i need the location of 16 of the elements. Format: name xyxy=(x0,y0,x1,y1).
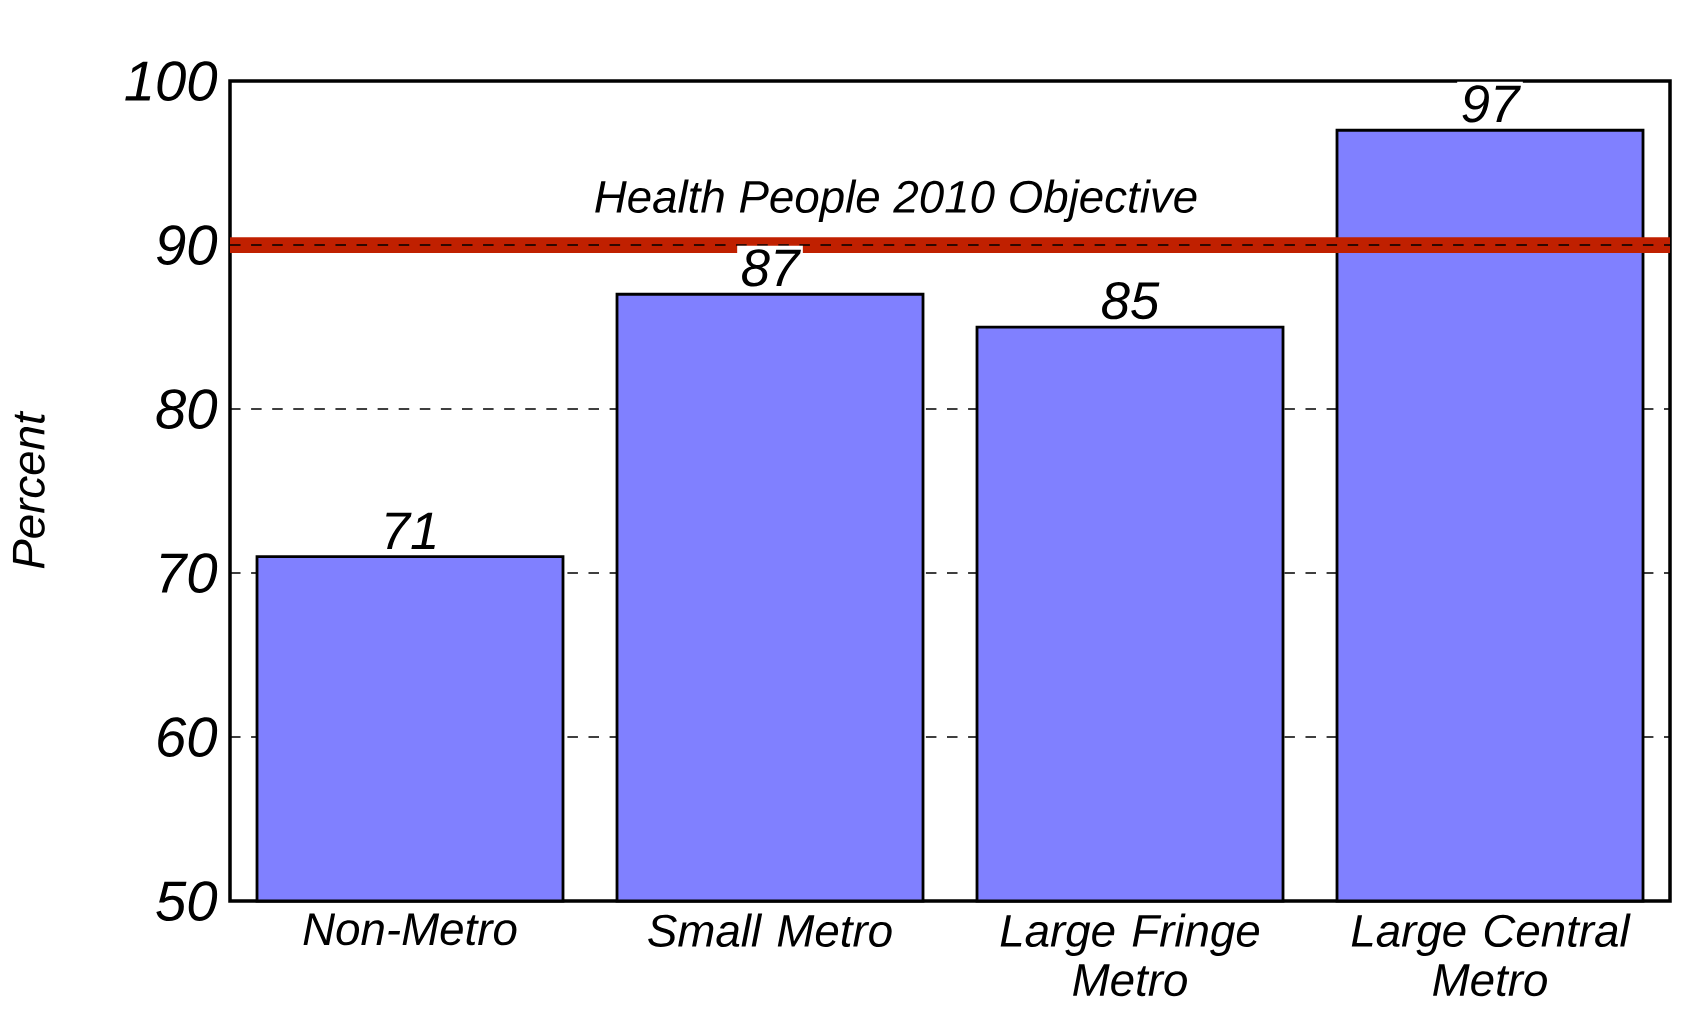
ref-line-label: Health People 2010 Objective xyxy=(595,179,1197,223)
y-tick-label: 100 xyxy=(125,61,218,101)
y-tick-label: 50 xyxy=(156,881,218,921)
data-label: 71 xyxy=(386,512,435,549)
x-tick-label: Small Metro xyxy=(648,913,892,947)
data-label: 97 xyxy=(1462,85,1521,123)
y-tick-label: 70 xyxy=(160,553,218,593)
y-tick-label: 90 xyxy=(156,225,218,265)
x-tick-label: Non-Metro xyxy=(303,913,517,946)
y-tick-label: 60 xyxy=(158,717,218,757)
x-tick-label: Large Fringe Metro xyxy=(1000,913,1260,997)
y-tick-label: 80 xyxy=(156,389,218,429)
x-tick-label: Large Central Metro xyxy=(1351,913,1631,997)
data-label: 85 xyxy=(1102,282,1160,320)
y-axis-title: Percent xyxy=(12,410,45,569)
data-label: 87 xyxy=(742,249,801,287)
